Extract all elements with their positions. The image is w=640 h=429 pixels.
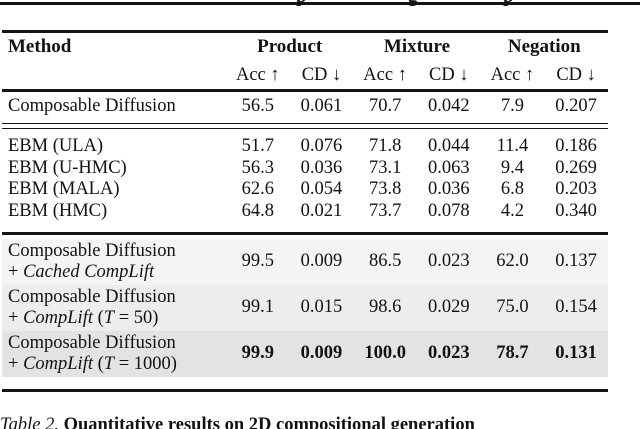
value-cell: 4.2	[500, 200, 525, 221]
value-cell: 56.3	[241, 157, 275, 178]
table-header-metrics: Acc ↑ CD ↓ Acc ↑ CD ↓ Acc ↑ CD ↓	[2, 61, 608, 89]
table-top-rule	[2, 30, 608, 33]
caption-label: Table 2.	[0, 415, 59, 429]
method-cell: EBM (MALA)	[8, 179, 120, 199]
value-cell: 0.186	[555, 136, 597, 157]
table-caption: Table 2. Quantitative results on 2D comp…	[0, 413, 640, 429]
subheader-cd: CD ↓	[301, 64, 342, 85]
column-group-product: Product	[257, 36, 323, 57]
value-cell: 0.137	[555, 251, 597, 271]
value-cell: 0.042	[427, 96, 470, 116]
subheader-cd: CD ↓	[429, 64, 469, 85]
value-cell: 99.1	[241, 297, 275, 317]
value-cell: 62.6	[241, 179, 275, 200]
table-row: EBM (ULA) 51.7 0.076 71.8 0.044 11.4 0.186	[2, 136, 608, 158]
table-section-ebm: EBM (ULA) 51.7 0.076 71.8 0.044 11.4 0.186 EBM …	[2, 129, 608, 232]
value-cell: 7.9	[500, 96, 525, 116]
value-cell: 64.8	[241, 200, 275, 221]
value-cell: 0.009	[300, 343, 343, 363]
value-cell: 0.076	[300, 136, 343, 157]
table-row: Composable Diffusion 56.5 0.061 70.7 0.042 7.…	[2, 95, 608, 118]
value-cell: 0.021	[300, 200, 343, 221]
section-divider-rule	[2, 232, 608, 235]
value-cell: 71.8	[368, 136, 402, 157]
clipped-descender: p	[503, 0, 514, 6]
value-cell: 0.029	[427, 297, 470, 317]
value-cell: 78.7	[496, 343, 529, 363]
clipped-descender: p	[296, 0, 307, 6]
value-cell: 0.023	[427, 343, 470, 363]
subheader-acc: Acc ↑	[490, 64, 535, 85]
table-section-baseline: Composable Diffusion 56.5 0.061 70.7 0.042 7.…	[2, 92, 608, 123]
value-cell: 0.207	[555, 96, 597, 116]
table-row: Composable Diffusion + CompLift (T = 1000…	[2, 330, 608, 377]
value-cell: 0.044	[427, 136, 470, 157]
value-cell: 0.054	[300, 179, 343, 200]
table-row: Composable Diffusion + Cached CompLift 99.…	[2, 238, 608, 285]
table-row: EBM (U-HMC) 56.3 0.036 73.1 0.063 9.4 0.269	[2, 158, 608, 180]
section-divider-double-rule	[2, 123, 608, 129]
table-row: EBM (MALA) 62.6 0.054 73.8 0.036 6.8 0.203	[2, 179, 608, 201]
value-cell: 98.6	[368, 297, 402, 317]
subheader-acc: Acc ↑	[363, 64, 407, 85]
value-cell: 6.8	[500, 179, 525, 200]
value-cell: 0.078	[427, 200, 470, 221]
value-cell: 51.7	[241, 136, 275, 157]
upper-horizontal-rule	[0, 2, 640, 5]
column-group-mixture: Mixture	[383, 36, 451, 57]
method-cell: EBM (ULA)	[8, 136, 104, 156]
value-cell: 0.036	[427, 179, 470, 200]
value-cell: 100.0	[364, 343, 406, 363]
value-cell: 0.340	[555, 200, 597, 221]
clipped-heading-fragment: p g p	[0, 0, 640, 10]
value-cell: 0.063	[427, 157, 470, 178]
table-header-groups: Method Product Mixture Negation	[2, 33, 608, 61]
subheader-acc: Acc ↑	[235, 64, 280, 85]
table-row: Composable Diffusion + CompLift (T = 50) 9…	[2, 284, 608, 331]
method-cell: EBM (U-HMC)	[8, 157, 127, 178]
method-cell: Composable Diffusion + CompLift (T = 1000…	[8, 332, 177, 374]
header-bottom-rule	[2, 89, 608, 92]
table-bottom-rule	[2, 388, 608, 392]
value-cell: 0.009	[300, 251, 343, 271]
value-cell: 0.154	[555, 297, 597, 317]
value-cell: 11.4	[496, 136, 529, 157]
value-cell: 99.5	[241, 251, 275, 271]
clipped-descender: g	[408, 0, 418, 6]
method-cell: Composable Diffusion + Cached CompLift	[8, 240, 176, 282]
subheader-cd: CD ↓	[556, 64, 596, 85]
results-table: Method Product Mixture Negation Acc ↑ CD…	[2, 30, 608, 392]
value-cell: 99.9	[241, 343, 275, 363]
method-cell: EBM (HMC)	[8, 200, 108, 221]
table-section-complift: Composable Diffusion + Cached CompLift 99.…	[2, 238, 608, 377]
value-cell: 0.061	[300, 96, 343, 116]
value-cell: 9.4	[500, 157, 525, 178]
value-cell: 0.023	[427, 251, 470, 271]
method-cell: Composable Diffusion	[8, 95, 176, 116]
value-cell: 56.5	[241, 96, 275, 116]
value-cell: 73.8	[368, 179, 402, 200]
value-cell: 0.203	[555, 179, 597, 200]
value-cell: 86.5	[368, 251, 402, 271]
value-cell: 0.269	[555, 157, 597, 178]
table-row: EBM (HMC) 64.8 0.021 73.7 0.078 4.2 0.340	[2, 201, 608, 223]
value-cell: 75.0	[496, 297, 529, 317]
value-cell: 0.015	[300, 297, 343, 317]
value-cell: 73.7	[368, 200, 402, 221]
column-header-method: Method	[8, 36, 72, 57]
caption-text: Quantitative results on 2D compositional…	[58, 415, 475, 429]
value-cell: 0.036	[300, 157, 343, 178]
column-group-negation: Negation	[507, 36, 581, 57]
method-cell: Composable Diffusion + CompLift (T = 50)	[8, 286, 176, 328]
value-cell: 62.0	[496, 251, 529, 271]
value-cell: 73.1	[368, 157, 402, 178]
value-cell: 0.131	[555, 343, 597, 363]
value-cell: 70.7	[368, 96, 402, 116]
